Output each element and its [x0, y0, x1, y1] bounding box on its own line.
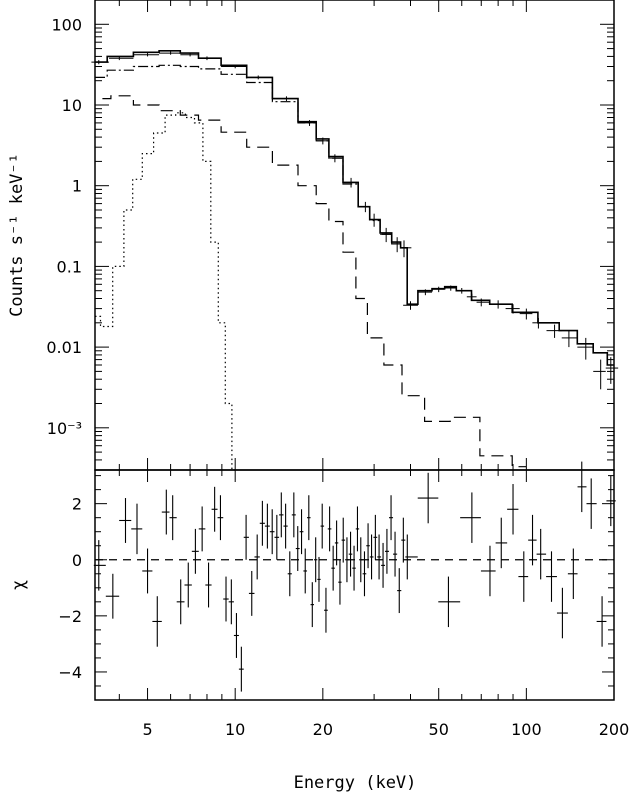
- spectrum-y-tick-label: 100: [51, 15, 82, 34]
- x-axis-title: Energy (keV): [294, 773, 417, 793]
- spectrum-series-group: [91, 50, 619, 471]
- x-tick-label: 20: [313, 720, 333, 739]
- spectrum-y-tick-label: 0.01: [46, 338, 82, 357]
- spectrum-model-line-solid: [95, 50, 614, 366]
- x-tick-label: 100: [511, 720, 542, 739]
- x-tick-label: 5: [142, 720, 152, 739]
- spectrum-plot-frame: [94, 0, 615, 471]
- spectrum-model-line-dotted: [95, 112, 236, 471]
- residuals-y-axis-title: χ: [9, 580, 29, 590]
- x-tick-label: 200: [599, 720, 630, 739]
- residuals-y-tick-label: −2: [58, 607, 82, 626]
- spectrum-axis-ticks: 100 10 1 0.1 0.01 10⁻³: [46, 0, 615, 471]
- x-tick-label: 50: [429, 720, 449, 739]
- residuals-y-tick-label: −4: [58, 663, 82, 682]
- spectrum-model-line-dashed: [102, 95, 527, 468]
- x-tick-label: 10: [225, 720, 245, 739]
- spectrum-panel: 100 10 1 0.1 0.01 10⁻³ Counts s⁻¹ keV⁻¹: [7, 0, 619, 471]
- spectrum-y-tick-label: 1: [72, 177, 82, 196]
- residuals-y-tick-label: 2: [72, 495, 82, 514]
- residuals-y-tick-label: 0: [72, 551, 82, 570]
- residuals-points-group: [93, 461, 616, 692]
- spectrum-y-tick-label: 10: [62, 96, 82, 115]
- spectrum-y-tick-label: 0.1: [57, 257, 82, 276]
- spectrum-model-line-dash-dot: [95, 64, 404, 249]
- spectrum-y-axis-title: Counts s⁻¹ keV⁻¹: [7, 153, 27, 317]
- spectrum-y-tick-label: 10⁻³: [47, 419, 82, 438]
- residuals-plot-frame: [94, 469, 615, 701]
